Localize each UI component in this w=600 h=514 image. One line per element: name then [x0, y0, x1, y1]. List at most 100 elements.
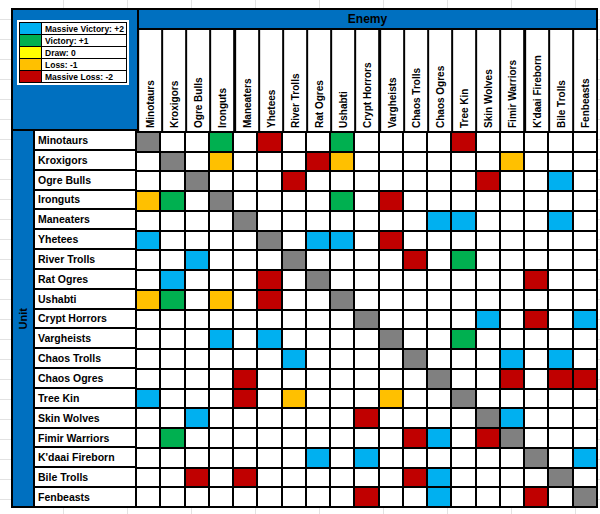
- matrix-cell-vargheists-vs-yhetees[interactable]: [258, 330, 280, 348]
- matrix-cell-chaos-trolls-vs-tree-kin[interactable]: [452, 350, 474, 368]
- matrix-cell-k-daai-fireborn-vs-k-daai-fireborn[interactable]: [525, 449, 547, 467]
- matrix-cell-crypt-horrors-vs-k-daai-fireborn[interactable]: [525, 311, 547, 329]
- matrix-cell-ushabti-vs-tree-kin[interactable]: [452, 291, 474, 309]
- matrix-cell-ushabti-vs-fenbeasts[interactable]: [574, 291, 596, 309]
- matrix-cell-ushabti-vs-ushabti[interactable]: [331, 291, 353, 309]
- matrix-cell-crypt-horrors-vs-ogre-bulls[interactable]: [186, 311, 208, 329]
- matrix-cell-chaos-ogres-vs-crypt-horrors[interactable]: [355, 370, 377, 388]
- matrix-cell-tree-kin-vs-fenbeasts[interactable]: [574, 390, 596, 408]
- matrix-cell-rat-ogres-vs-ushabti[interactable]: [331, 271, 353, 289]
- col-header-ushabti[interactable]: Ushabti: [332, 30, 354, 131]
- matrix-cell-chaos-trolls-vs-chaos-trolls[interactable]: [404, 350, 426, 368]
- matrix-cell-k-daai-fireborn-vs-maneaters[interactable]: [234, 449, 256, 467]
- matrix-cell-maneaters-vs-chaos-ogres[interactable]: [428, 212, 450, 230]
- matrix-cell-ironguts-vs-chaos-trolls[interactable]: [404, 192, 426, 210]
- matrix-cell-skin-wolves-vs-ushabti[interactable]: [331, 409, 353, 427]
- matrix-cell-chaos-ogres-vs-skin-wolves[interactable]: [477, 370, 499, 388]
- matrix-cell-ironguts-vs-fimir-warriors[interactable]: [501, 192, 523, 210]
- matrix-cell-rat-ogres-vs-ogre-bulls[interactable]: [186, 271, 208, 289]
- matrix-cell-crypt-horrors-vs-ironguts[interactable]: [210, 311, 232, 329]
- matrix-cell-tree-kin-vs-vargheists[interactable]: [380, 390, 402, 408]
- matrix-cell-fenbeasts-vs-maneaters[interactable]: [234, 488, 256, 506]
- matrix-cell-fenbeasts-vs-fenbeasts[interactable]: [574, 488, 596, 506]
- matrix-cell-chaos-trolls-vs-ushabti[interactable]: [331, 350, 353, 368]
- matrix-cell-chaos-ogres-vs-ironguts[interactable]: [210, 370, 232, 388]
- matrix-cell-minotaurs-vs-chaos-ogres[interactable]: [428, 133, 450, 151]
- matrix-cell-ushabti-vs-fimir-warriors[interactable]: [501, 291, 523, 309]
- matrix-cell-ironguts-vs-chaos-ogres[interactable]: [428, 192, 450, 210]
- matrix-cell-ironguts-vs-maneaters[interactable]: [234, 192, 256, 210]
- matrix-cell-rat-ogres-vs-crypt-horrors[interactable]: [355, 271, 377, 289]
- matrix-cell-ushabti-vs-crypt-horrors[interactable]: [355, 291, 377, 309]
- matrix-cell-fimir-warriors-vs-yhetees[interactable]: [258, 429, 280, 447]
- matrix-cell-chaos-trolls-vs-chaos-ogres[interactable]: [428, 350, 450, 368]
- matrix-cell-river-trolls-vs-fenbeasts[interactable]: [574, 251, 596, 269]
- matrix-cell-ushabti-vs-maneaters[interactable]: [234, 291, 256, 309]
- matrix-cell-ogre-bulls-vs-ogre-bulls[interactable]: [186, 172, 208, 190]
- matrix-cell-fenbeasts-vs-ogre-bulls[interactable]: [186, 488, 208, 506]
- col-header-skin-wolves[interactable]: Skin Wolves: [477, 30, 499, 131]
- matrix-cell-fimir-warriors-vs-kroxigors[interactable]: [161, 429, 183, 447]
- matrix-cell-ogre-bulls-vs-tree-kin[interactable]: [452, 172, 474, 190]
- col-header-kroxigors[interactable]: Kroxigors: [163, 30, 185, 131]
- matrix-cell-tree-kin-vs-chaos-trolls[interactable]: [404, 390, 426, 408]
- matrix-cell-maneaters-vs-river-trolls[interactable]: [283, 212, 305, 230]
- col-header-chaos-trolls[interactable]: Chaos Trolls: [405, 30, 427, 131]
- matrix-cell-chaos-ogres-vs-minotaurs[interactable]: [137, 370, 159, 388]
- matrix-cell-ushabti-vs-minotaurs[interactable]: [137, 291, 159, 309]
- matrix-cell-ogre-bulls-vs-fimir-warriors[interactable]: [501, 172, 523, 190]
- matrix-cell-bile-trolls-vs-ironguts[interactable]: [210, 469, 232, 487]
- col-header-crypt-horrors[interactable]: Crypt Horrors: [356, 30, 378, 131]
- matrix-cell-minotaurs-vs-fenbeasts[interactable]: [574, 133, 596, 151]
- matrix-cell-minotaurs-vs-tree-kin[interactable]: [452, 133, 474, 151]
- row-header-yhetees[interactable]: Yhetees: [35, 230, 135, 248]
- matrix-cell-k-daai-fireborn-vs-fenbeasts[interactable]: [574, 449, 596, 467]
- matrix-cell-bile-trolls-vs-ushabti[interactable]: [331, 469, 353, 487]
- row-header-rat-ogres[interactable]: Rat Ogres: [35, 270, 135, 288]
- matrix-cell-ironguts-vs-tree-kin[interactable]: [452, 192, 474, 210]
- matrix-cell-chaos-ogres-vs-ogre-bulls[interactable]: [186, 370, 208, 388]
- matrix-cell-vargheists-vs-vargheists[interactable]: [380, 330, 402, 348]
- matrix-cell-minotaurs-vs-k-daai-fireborn[interactable]: [525, 133, 547, 151]
- matrix-cell-kroxigors-vs-bile-trolls[interactable]: [549, 153, 571, 171]
- matrix-cell-bile-trolls-vs-crypt-horrors[interactable]: [355, 469, 377, 487]
- matrix-cell-chaos-ogres-vs-bile-trolls[interactable]: [549, 370, 571, 388]
- matrix-cell-kroxigors-vs-vargheists[interactable]: [380, 153, 402, 171]
- matrix-cell-kroxigors-vs-ushabti[interactable]: [331, 153, 353, 171]
- matrix-cell-yhetees-vs-tree-kin[interactable]: [452, 232, 474, 250]
- matrix-cell-yhetees-vs-maneaters[interactable]: [234, 232, 256, 250]
- matrix-cell-crypt-horrors-vs-chaos-ogres[interactable]: [428, 311, 450, 329]
- matrix-cell-kroxigors-vs-minotaurs[interactable]: [137, 153, 159, 171]
- matrix-cell-crypt-horrors-vs-vargheists[interactable]: [380, 311, 402, 329]
- matrix-cell-ironguts-vs-skin-wolves[interactable]: [477, 192, 499, 210]
- col-header-fenbeasts[interactable]: Fenbeasts: [574, 30, 596, 131]
- matrix-cell-chaos-trolls-vs-minotaurs[interactable]: [137, 350, 159, 368]
- matrix-cell-bile-trolls-vs-chaos-trolls[interactable]: [404, 469, 426, 487]
- matrix-cell-fimir-warriors-vs-ogre-bulls[interactable]: [186, 429, 208, 447]
- matrix-cell-k-daai-fireborn-vs-chaos-ogres[interactable]: [428, 449, 450, 467]
- matrix-cell-chaos-ogres-vs-fenbeasts[interactable]: [574, 370, 596, 388]
- matrix-cell-chaos-trolls-vs-crypt-horrors[interactable]: [355, 350, 377, 368]
- matrix-cell-maneaters-vs-rat-ogres[interactable]: [307, 212, 329, 230]
- matrix-cell-minotaurs-vs-rat-ogres[interactable]: [307, 133, 329, 151]
- matrix-cell-fenbeasts-vs-kroxigors[interactable]: [161, 488, 183, 506]
- matrix-cell-kroxigors-vs-fenbeasts[interactable]: [574, 153, 596, 171]
- matrix-cell-ushabti-vs-ironguts[interactable]: [210, 291, 232, 309]
- matrix-cell-fenbeasts-vs-river-trolls[interactable]: [283, 488, 305, 506]
- matrix-cell-fenbeasts-vs-yhetees[interactable]: [258, 488, 280, 506]
- matrix-cell-crypt-horrors-vs-chaos-trolls[interactable]: [404, 311, 426, 329]
- matrix-cell-river-trolls-vs-kroxigors[interactable]: [161, 251, 183, 269]
- matrix-cell-k-daai-fireborn-vs-bile-trolls[interactable]: [549, 449, 571, 467]
- matrix-cell-k-daai-fireborn-vs-crypt-horrors[interactable]: [355, 449, 377, 467]
- matrix-cell-crypt-horrors-vs-tree-kin[interactable]: [452, 311, 474, 329]
- matrix-cell-skin-wolves-vs-fenbeasts[interactable]: [574, 409, 596, 427]
- matrix-cell-ironguts-vs-kroxigors[interactable]: [161, 192, 183, 210]
- matrix-cell-river-trolls-vs-rat-ogres[interactable]: [307, 251, 329, 269]
- matrix-cell-yhetees-vs-crypt-horrors[interactable]: [355, 232, 377, 250]
- matrix-cell-fenbeasts-vs-chaos-trolls[interactable]: [404, 488, 426, 506]
- matrix-cell-ushabti-vs-skin-wolves[interactable]: [477, 291, 499, 309]
- matrix-cell-tree-kin-vs-rat-ogres[interactable]: [307, 390, 329, 408]
- matrix-cell-k-daai-fireborn-vs-skin-wolves[interactable]: [477, 449, 499, 467]
- matrix-cell-crypt-horrors-vs-yhetees[interactable]: [258, 311, 280, 329]
- matrix-cell-k-daai-fireborn-vs-ironguts[interactable]: [210, 449, 232, 467]
